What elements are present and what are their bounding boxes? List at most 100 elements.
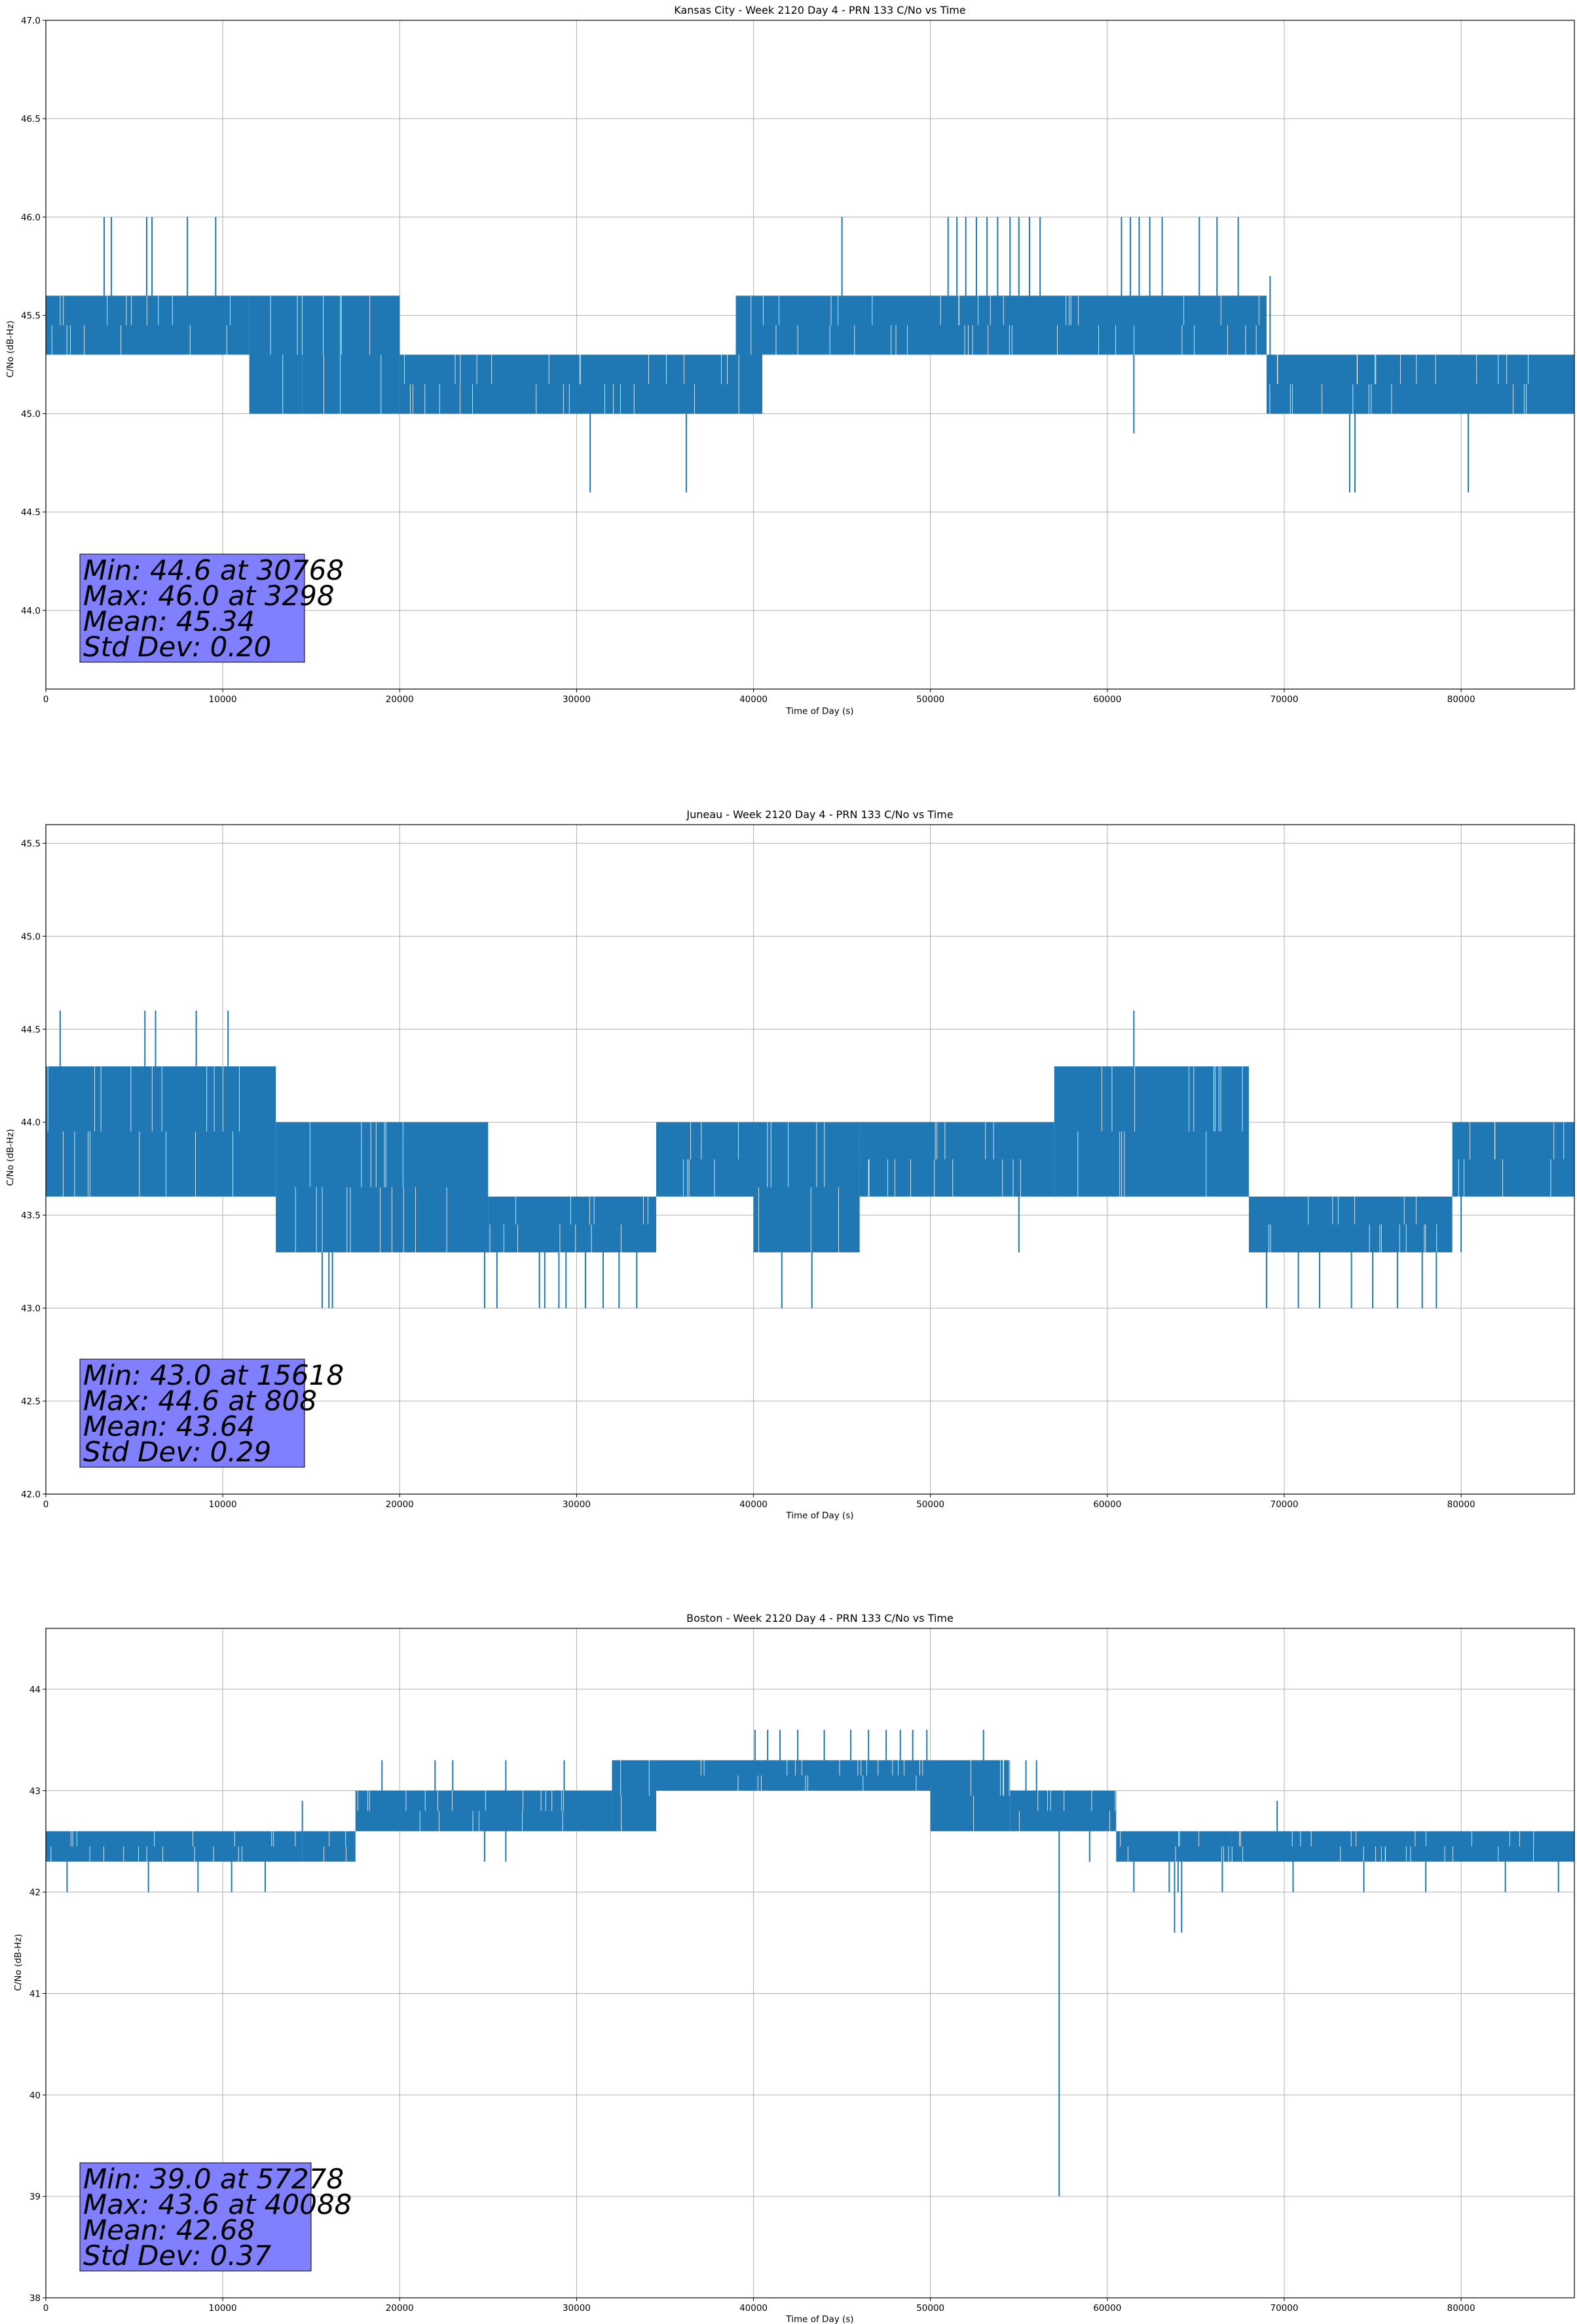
stats-max: Max: 46.0 at 3298 (83, 580, 335, 612)
x-axis-label: Time of Day (s) (785, 1510, 853, 1521)
series-band (1116, 1831, 1231, 1862)
series-band (859, 1122, 1054, 1197)
plot-area: 0 10000 20000 30000 40000 50000 60000 70000 8000… (21, 16, 1575, 705)
chart-panel-boston: Boston - Week 2120 Day 4 - PRN 133 C/No … (13, 1612, 1575, 2324)
y-tick-label: 43.5 (21, 1210, 41, 1221)
stats-mean: Mean: 43.64 (83, 1410, 255, 1442)
stats-min: Min: 43.0 at 15618 (83, 1359, 344, 1391)
series-band (1452, 1122, 1574, 1197)
x-tick-label: 50000 (916, 1499, 944, 1510)
x-tick-label: 20000 (386, 694, 414, 705)
chart-panel-kansas-city: Kansas City - Week 2120 Day 4 - PRN 133 … (5, 4, 1575, 717)
y-tick-label: 38 (29, 2293, 41, 2304)
series-band (1054, 1066, 1249, 1197)
chart-title: Juneau - Week 2120 Day 4 - PRN 133 C/No … (686, 808, 953, 821)
axes-frame (45, 824, 1575, 1495)
series-band (399, 354, 736, 414)
y-tick-label: 44.0 (21, 1117, 41, 1128)
x-tick-label: 40000 (739, 694, 768, 705)
stats-box: Min: 39.0 at 57278 Max: 43.6 at 40088 Me… (79, 2162, 352, 2272)
x-tick-label: 70000 (1270, 2303, 1298, 2314)
stats-box-background (79, 2162, 312, 2272)
y-tick-label: 44.5 (21, 1024, 41, 1035)
stats-mean: Mean: 42.68 (83, 2214, 255, 2246)
y-tick-label: 45.5 (21, 310, 41, 321)
series-band (753, 1122, 860, 1252)
x-tick-label: 30000 (563, 2303, 591, 2314)
plot-area: 0 10000 20000 30000 40000 50000 60000 70000 8000… (21, 824, 1575, 1510)
y-tick-label: 45.0 (21, 931, 41, 942)
x-tick-label: 70000 (1270, 1499, 1298, 1510)
y-tick-label: 46.5 (21, 114, 41, 124)
x-tick-label: 0 (43, 1499, 49, 1510)
series-band (1266, 354, 1574, 414)
series-band (762, 295, 1267, 355)
x-axis-label: Time of Day (s) (785, 706, 853, 717)
y-tick-label: 43 (29, 1786, 41, 1797)
x-axis-label: Time of Day (s) (785, 2314, 853, 2324)
y-axis-label: C/No (dB-Hz) (5, 1129, 16, 1186)
x-tick-label: 20000 (386, 2303, 414, 2314)
series-band (612, 1760, 656, 1831)
y-tick-label: 39 (29, 2192, 41, 2202)
y-tick-label: 43.0 (21, 1303, 41, 1314)
series-band (930, 1760, 1011, 1831)
x-tick-label: 10000 (209, 1499, 237, 1510)
stats-box-background (79, 553, 305, 663)
axes-frame (45, 1628, 1575, 2298)
series-band (1248, 1196, 1453, 1252)
series-band (46, 1831, 303, 1862)
y-tick-label: 44 (29, 1685, 41, 1695)
series-band (276, 1122, 489, 1252)
x-tick-label: 30000 (563, 1499, 591, 1510)
y-tick-label: 44.5 (21, 508, 41, 518)
series-band (46, 1066, 276, 1197)
x-tick-label: 80000 (1447, 2303, 1475, 2314)
stats-std: Std Dev: 0.37 (83, 2240, 271, 2272)
x-tick-label: 50000 (916, 694, 944, 705)
stats-box-background (79, 1359, 305, 1468)
series-band (656, 1122, 754, 1197)
y-tick-label: 47.0 (21, 16, 41, 26)
x-tick-label: 60000 (1093, 694, 1121, 705)
stats-min: Min: 39.0 at 57278 (83, 2163, 344, 2195)
series-band (1010, 1790, 1117, 1831)
x-tick-label: 60000 (1093, 2303, 1121, 2314)
y-tick-label: 44.0 (21, 606, 41, 616)
series-band (46, 295, 250, 355)
series-band (302, 295, 400, 414)
stats-std: Std Dev: 0.20 (83, 631, 271, 663)
axes-frame (45, 20, 1575, 690)
x-tick-label: 60000 (1093, 1499, 1121, 1510)
series-band (488, 1196, 656, 1252)
y-tick-label: 40 (29, 2090, 41, 2101)
x-tick-label: 10000 (209, 2303, 237, 2314)
series-band (355, 1790, 612, 1831)
series-band (249, 295, 303, 414)
y-tick-label: 41 (29, 1989, 41, 1999)
x-tick-label: 10000 (209, 694, 237, 705)
x-tick-label: 70000 (1270, 694, 1298, 705)
y-axis-label: C/No (dB-Hz) (5, 320, 16, 377)
y-tick-label: 45.5 (21, 838, 41, 849)
series-band (1231, 1831, 1574, 1862)
x-tick-label: 30000 (563, 694, 591, 705)
stats-max: Max: 44.6 at 808 (83, 1385, 317, 1417)
series-band (656, 1760, 931, 1791)
chart-title: Kansas City - Week 2120 Day 4 - PRN 133 … (674, 4, 965, 16)
stats-max: Max: 43.6 at 40088 (83, 2188, 352, 2221)
chart-title: Boston - Week 2120 Day 4 - PRN 133 C/No … (686, 1612, 954, 1624)
x-tick-label: 80000 (1447, 694, 1475, 705)
stats-box: Min: 43.0 at 15618 Max: 44.6 at 808 Mean… (79, 1359, 344, 1468)
y-tick-label: 45.0 (21, 409, 41, 420)
y-tick-label: 42 (29, 1888, 41, 1898)
x-tick-label: 0 (43, 694, 49, 705)
series-band (302, 1831, 356, 1862)
x-tick-label: 50000 (916, 2303, 944, 2314)
stats-min: Min: 44.6 at 30768 (83, 554, 344, 586)
x-tick-label: 20000 (386, 1499, 414, 1510)
x-tick-label: 40000 (739, 1499, 768, 1510)
x-tick-label: 40000 (739, 2303, 768, 2314)
chart-panel-juneau: Juneau - Week 2120 Day 4 - PRN 133 C/No … (5, 808, 1575, 1521)
